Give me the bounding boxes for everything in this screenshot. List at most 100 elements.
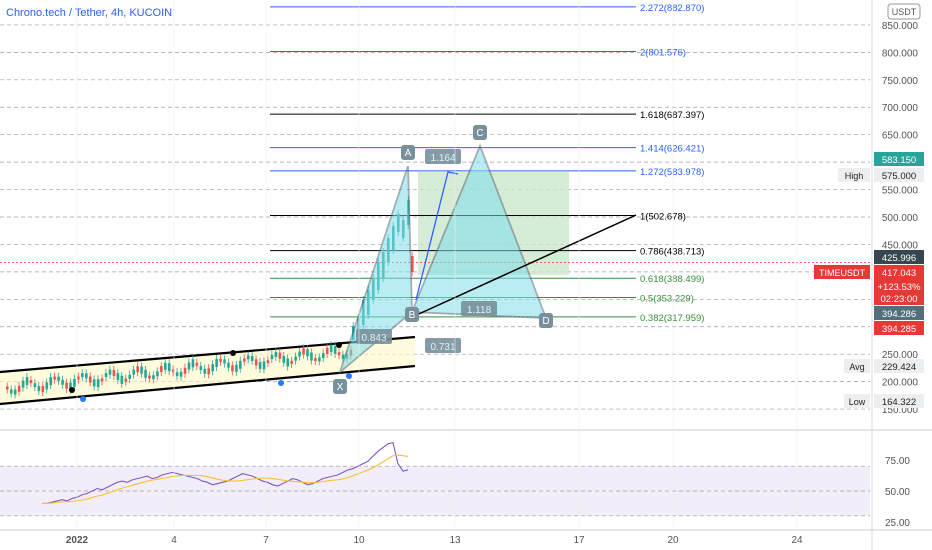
price-label: 583.150	[882, 155, 916, 166]
ratio-box	[425, 338, 461, 353]
candle-body	[45, 382, 49, 390]
candle-body	[337, 352, 341, 356]
candle-body	[112, 369, 116, 376]
currency-label: USDT	[892, 7, 917, 17]
candle-body	[144, 369, 147, 378]
price-label-bg	[874, 291, 924, 305]
rsi-panel: 75.00 50.00 25.00	[0, 429, 932, 529]
channel-line	[0, 335, 416, 374]
pattern-point-label: X	[337, 382, 344, 393]
candle-body	[160, 366, 163, 373]
candle-body	[140, 366, 143, 374]
price-tag: High	[845, 171, 864, 181]
candle-body	[254, 359, 258, 366]
price-tag-bg	[814, 265, 870, 279]
pattern-point-box	[405, 307, 419, 322]
candle-body	[81, 373, 84, 378]
fib-label: 1.272(583.978)	[640, 167, 704, 178]
ratio-label: 0.843	[361, 333, 386, 344]
y-tick-label: 750.000	[882, 76, 919, 87]
price-label: 575.000	[882, 171, 916, 182]
candle-body	[203, 368, 207, 374]
pivot-dot	[80, 396, 86, 402]
pattern-point-box	[473, 125, 487, 140]
pattern-point-box	[539, 313, 553, 328]
candle-body	[88, 376, 92, 383]
price-label: 425.996	[882, 253, 916, 264]
candle-body	[266, 360, 270, 364]
candle-body	[306, 349, 309, 357]
pattern-point-label: B	[409, 310, 416, 321]
candle-body	[333, 345, 337, 354]
candle-body	[53, 376, 56, 380]
price-label: 164.322	[882, 397, 916, 408]
y-tick-label: 500.000	[882, 213, 919, 224]
currency-badge	[887, 3, 921, 20]
candle-body	[183, 367, 187, 374]
candle-body	[329, 345, 333, 353]
candle-body	[262, 361, 266, 370]
candle-body	[171, 369, 175, 373]
x-tick-label: 13	[449, 535, 461, 546]
candle-body	[298, 351, 301, 357]
fib-label: 1.618(687.397)	[640, 110, 704, 121]
candle-body	[310, 352, 313, 361]
candle-body	[167, 363, 171, 372]
candle-body	[41, 386, 45, 393]
candle-body	[227, 362, 230, 368]
price-label-bg	[874, 359, 924, 373]
fib-label: 0.5(353.229)	[640, 294, 694, 305]
fib-label: 0.618(388.499)	[640, 274, 704, 285]
x-tick-label: 24	[791, 535, 803, 546]
price-tag: TIMEUSDT	[819, 268, 866, 278]
candle-body	[302, 348, 305, 355]
price-tag: Avg	[849, 362, 864, 372]
harmonic-pattern: X A B C D 1.164 1.118 0.843 0.731	[333, 125, 637, 394]
candle-body	[37, 386, 41, 392]
candle-body	[128, 374, 132, 379]
channel-line	[0, 364, 416, 406]
price-label-bg	[874, 321, 924, 335]
candle-body	[199, 366, 203, 371]
candle-body	[96, 379, 100, 388]
candle-body	[270, 354, 274, 359]
candle-body	[215, 359, 218, 368]
candle-body	[325, 347, 329, 354]
price-label-bg	[874, 306, 924, 320]
candle-body	[13, 389, 17, 395]
candle-body	[65, 382, 68, 389]
ratio-box	[356, 329, 392, 344]
candle-body	[341, 354, 345, 359]
price-tag-bg	[844, 359, 870, 373]
candle-body	[9, 389, 13, 394]
candle-body	[179, 371, 183, 377]
pivot-dot	[69, 387, 75, 393]
ratio-box	[425, 149, 461, 164]
rsi-tick-label: 25.00	[885, 518, 910, 529]
pattern-point-label: D	[542, 316, 549, 327]
candle-body	[164, 362, 167, 370]
price-label: 394.286	[882, 309, 916, 320]
fib-label: 0.786(438.713)	[640, 247, 704, 258]
price-label-bg	[874, 394, 924, 408]
price-tag-bg	[844, 394, 870, 408]
candle-body	[77, 376, 80, 380]
candle-body	[318, 357, 321, 362]
candle-body	[156, 371, 159, 377]
candle-body	[69, 382, 72, 390]
candle-body	[33, 383, 37, 388]
price-label-bg	[874, 265, 924, 279]
candle-body	[258, 361, 262, 369]
ratio-label: 0.731	[430, 342, 455, 353]
fib-label: 0.382(317.959)	[640, 313, 704, 324]
candle-body	[219, 358, 222, 362]
rsi-ma-line	[42, 454, 409, 504]
y-tick-label: 250.000	[882, 350, 919, 361]
candle-body	[124, 378, 128, 382]
x-tick-label: 20	[667, 535, 679, 546]
candle-body	[175, 372, 179, 377]
candle-body	[132, 369, 135, 375]
candle-body	[49, 377, 53, 386]
